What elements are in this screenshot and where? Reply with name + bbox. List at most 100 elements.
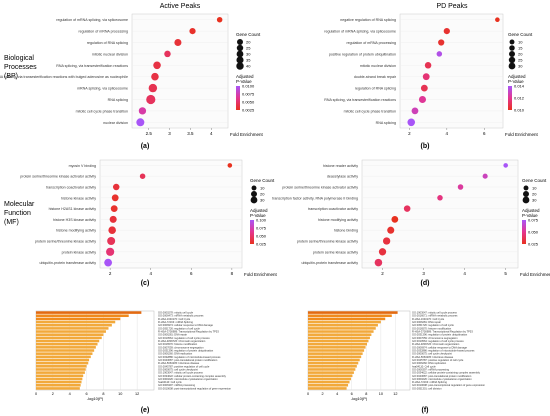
- category-label-d: deacetylase activity: [327, 175, 358, 179]
- legend-size-dot-c: [251, 185, 257, 191]
- legend-size-dot-c: [250, 196, 258, 204]
- bar-e: [36, 333, 104, 336]
- x-tick-label-a: 4: [210, 131, 213, 136]
- category-label-e: GO:0016570: histone modification: [158, 342, 198, 346]
- category-label-a: RNA splicing, via transesterification re…: [0, 75, 128, 79]
- data-point-c: [109, 215, 117, 223]
- category-label-f: GO:0016071: mRNA metabolic process: [412, 314, 458, 318]
- category-label-a: RNA splicing: [108, 98, 128, 102]
- category-label-c: protein kinase activity: [62, 250, 97, 254]
- x-tick-label-e: 12: [135, 392, 139, 396]
- x-tick-label-a: 2.5: [146, 131, 153, 136]
- data-point-a: [189, 27, 196, 35]
- category-label-f: GO:0051726: regulation of cell cycle: [412, 323, 454, 327]
- x-tick-label-f: 12: [393, 392, 397, 396]
- category-label-b: RNA splicing, via transesterification re…: [324, 98, 396, 102]
- data-point-d: [403, 205, 411, 212]
- bar-e: [36, 352, 93, 355]
- panel-letter-e: (e): [141, 407, 150, 414]
- bar-e: [36, 320, 116, 324]
- category-label-f: GO:0034622: cellular protein-containing …: [412, 371, 481, 375]
- category-label-a: mitotic cell cycle phase transition: [76, 109, 128, 113]
- data-point-d: [382, 237, 391, 245]
- category-label-c: myosin V binding: [69, 164, 96, 168]
- legend-color-label-b: 0.014: [514, 84, 525, 89]
- data-point-d: [374, 258, 383, 267]
- data-point-b: [438, 39, 445, 46]
- bar-f: [308, 311, 398, 314]
- bar-f: [308, 342, 368, 346]
- legend-colorbar-b: [508, 86, 512, 110]
- data-point-a: [174, 38, 182, 47]
- x-tick-label-f: 2: [322, 392, 324, 396]
- legend-size-label-a: 25: [246, 46, 251, 51]
- category-label-d: histone reader activity: [323, 164, 358, 168]
- legend-size-dot-a: [237, 39, 243, 45]
- legend-color-label-c: 0.050: [256, 234, 267, 239]
- panel-letter-c: (c): [141, 280, 150, 287]
- category-label-c: transcription coactivator activity: [46, 186, 96, 190]
- bar-e: [36, 358, 90, 362]
- bar-f: [308, 368, 356, 371]
- panel-b-dotplot: PD Peaks negative regulation of RNA splic…: [324, 3, 538, 137]
- bar-e: [36, 323, 112, 327]
- bar-e: [36, 361, 89, 365]
- data-point-a: [151, 72, 159, 81]
- data-point-c: [112, 183, 120, 191]
- bar-f: [308, 355, 362, 359]
- legend-size-title-d: Gene Count: [522, 178, 547, 183]
- legend-size-label-a: 20: [246, 40, 251, 45]
- x-tick-label-e: 8: [102, 392, 104, 396]
- data-point-b: [495, 17, 500, 23]
- data-point-c: [104, 258, 113, 267]
- category-label-e: GO:0000226: microtubule cytoskeleton org…: [158, 377, 218, 381]
- category-label-f: GO:0000075: cell cycle checkpoint: [412, 352, 452, 356]
- legend-color-title-b: Adjusted: [508, 74, 526, 79]
- category-label-e: GO:0010608: post-transcriptional regulat…: [158, 386, 232, 390]
- legend-color-label-a: 0.0025: [242, 108, 255, 113]
- bar-e: [36, 368, 86, 371]
- data-point-b: [411, 107, 419, 115]
- legend-size-dot-d: [522, 196, 530, 204]
- category-label-b: positive regulation of protein ubiquitin…: [329, 52, 396, 56]
- bar-f: [308, 320, 381, 324]
- category-label-e: GO:0031396: regulation of protein ubiqui…: [158, 348, 214, 352]
- row-label-bp-line2: Processes: [4, 64, 37, 71]
- bar-f: [308, 346, 366, 349]
- category-label-e: GO:0000075: cell cycle checkpoint: [158, 367, 198, 371]
- x-axis-label-a: Fold Enrichment: [230, 132, 264, 137]
- category-label-f: R-HSA-72163: mRNA Splicing: [412, 380, 447, 384]
- bar-e: [36, 311, 142, 314]
- data-point-c: [106, 247, 115, 256]
- category-label-b: double-strand break repair: [354, 75, 397, 79]
- category-label-b: RNA splicing: [376, 121, 396, 125]
- category-label-f: GO:0031396: regulation of protein ubiqui…: [412, 333, 468, 337]
- panel-letter-b: (b): [421, 143, 430, 150]
- chart-title-a: Active Peaks: [160, 3, 201, 10]
- chart-title-b: PD Peaks: [436, 3, 468, 10]
- category-label-e: hsa04110: Cell cycle: [158, 380, 182, 384]
- data-point-c: [108, 226, 116, 234]
- x-tick-label-a: 3: [168, 131, 171, 136]
- x-tick-label-b: 6: [483, 131, 486, 136]
- data-point-a: [146, 94, 156, 105]
- bar-f: [308, 358, 360, 362]
- bar-e: [36, 330, 106, 333]
- panel-f-barplot: 0 2 4 6 8 10 12 GO:1903047: mitotic cell cycle …: [307, 311, 486, 401]
- x-axis-label-b: Fold Enrichment: [505, 132, 539, 137]
- x-tick-label-d: 5: [504, 271, 507, 276]
- bar-f: [308, 349, 365, 352]
- category-label-f: GO:0032886: regulation of microtubule-ba…: [412, 348, 475, 352]
- x-axis-label-d: Fold Enrichment: [520, 272, 550, 277]
- category-label-a: RNA splicing, via transesterification re…: [56, 64, 128, 68]
- data-point-c: [139, 173, 146, 179]
- bar-f: [308, 327, 376, 330]
- x-tick-label-e: 4: [69, 392, 71, 396]
- x-axis-label-f: -log10(P): [351, 396, 368, 401]
- data-point-d: [391, 216, 399, 223]
- category-label-b: regulation of mRNA splicing, via spliceo…: [324, 30, 396, 34]
